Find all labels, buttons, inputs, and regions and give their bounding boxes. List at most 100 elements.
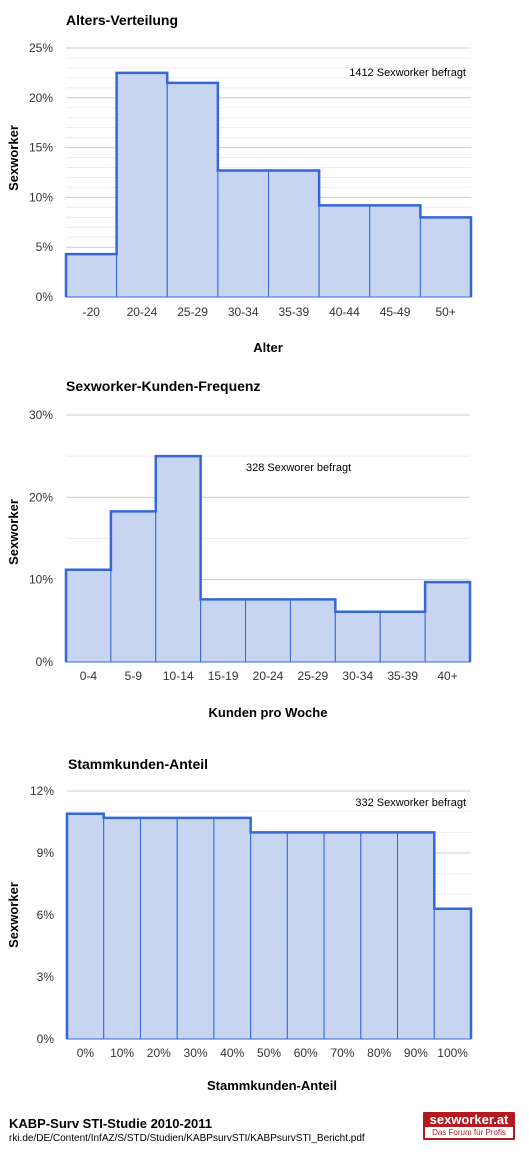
x-tick-label: 40-44: [329, 305, 360, 319]
y-axis-ticks: 0% 10% 20% 30%: [29, 408, 53, 669]
y-tick-label: 0%: [37, 1032, 55, 1046]
bar: [334, 611, 381, 663]
x-tick-label: 35-39: [278, 305, 309, 319]
source-footer: KABP-Surv STI-Studie 2010-2011 rki.de/DE…: [9, 1116, 365, 1145]
bar: [65, 253, 118, 298]
bar: [176, 817, 215, 1040]
x-axis-title: Kunden pro Woche: [209, 705, 328, 720]
logo-name: sexworker.at: [429, 1112, 509, 1127]
bar: [116, 72, 168, 298]
bar: [433, 908, 472, 1040]
bar: [360, 831, 399, 1040]
bar: [424, 581, 471, 663]
x-tick-label: 10-14: [163, 669, 194, 683]
bar: [268, 170, 320, 298]
x-tick-label: 5-9: [125, 669, 143, 683]
bar: [213, 817, 252, 1040]
regular-clients-chart: Stammkunden-Anteil 0% 3% 6% 9% 12% 0% 10% 20% 3…: [6, 756, 473, 1093]
y-tick-label: 30%: [29, 408, 53, 422]
x-tick-label: 80%: [367, 1046, 391, 1060]
bar: [286, 831, 325, 1040]
chart-title: Sexworker-Kunden-Frequenz: [66, 378, 260, 394]
y-tick-label: 10%: [29, 573, 53, 587]
x-tick-label: 10%: [110, 1046, 134, 1060]
y-tick-label: 25%: [29, 41, 53, 55]
y-axis-ticks: 0% 3% 6% 9% 12%: [30, 784, 54, 1046]
bar: [166, 82, 219, 298]
bar: [379, 611, 426, 663]
x-axis-title: Stammkunden-Anteil: [207, 1078, 337, 1093]
y-tick-label: 20%: [29, 490, 53, 504]
y-axis-title: Sexworker: [6, 882, 21, 948]
sexworker-logo: sexworker.at Das Forum für Profis: [423, 1112, 515, 1140]
x-tick-label: 35-39: [387, 669, 418, 683]
bar: [217, 170, 269, 298]
bar: [155, 455, 202, 663]
x-tick-label: 40%: [220, 1046, 244, 1060]
x-tick-label: 50+: [436, 305, 456, 319]
x-tick-label: 40+: [437, 669, 457, 683]
bar: [250, 831, 288, 1040]
y-tick-label: 10%: [29, 190, 53, 204]
bar: [245, 598, 291, 663]
respondents-note: 328 Sexworer befragt: [246, 462, 351, 474]
x-tick-label: 20%: [147, 1046, 171, 1060]
chart-title: Stammkunden-Anteil: [68, 756, 208, 772]
y-tick-label: 15%: [29, 141, 53, 155]
client-frequency-chart: Sexworker-Kunden-Frequenz 0% 10% 20% 30% 0-…: [6, 378, 472, 720]
bars: [64, 454, 472, 663]
y-tick-label: 0%: [36, 290, 54, 304]
y-axis-title: Sexworker: [6, 125, 21, 191]
y-tick-label: 6%: [37, 908, 55, 922]
x-tick-label: 25-29: [177, 305, 208, 319]
y-tick-label: 5%: [36, 240, 54, 254]
x-tick-label: 0-4: [80, 669, 98, 683]
x-tick-label: 30-34: [228, 305, 259, 319]
x-tick-label: 30%: [184, 1046, 208, 1060]
x-axis-title: Alter: [253, 340, 283, 355]
bar-outline: [64, 454, 472, 662]
x-tick-label: 30-34: [342, 669, 373, 683]
x-axis-ticks: 0-4 5-9 10-14 15-19 20-24 25-29 30-34 35-39 40+: [80, 669, 458, 683]
bars: [65, 812, 473, 1040]
x-tick-label: 15-19: [208, 669, 239, 683]
age-distribution-chart: Alters-Verteilung 0% 5% 10% 15% 20% 25% -20 20…: [6, 12, 473, 355]
x-tick-label: 0%: [77, 1046, 95, 1060]
y-axis-title: Sexworker: [6, 499, 21, 565]
y-tick-label: 20%: [29, 91, 53, 105]
x-tick-label: 25-29: [298, 669, 329, 683]
bar: [323, 831, 362, 1040]
y-tick-label: 3%: [37, 970, 55, 984]
y-tick-label: 12%: [30, 784, 54, 798]
x-tick-label: 20-24: [127, 305, 158, 319]
y-tick-label: 9%: [37, 846, 55, 860]
bar: [200, 598, 247, 663]
bar-outline: [65, 812, 473, 1039]
x-tick-label: 45-49: [380, 305, 411, 319]
source-url: rki.de/DE/Content/InfAZ/S/STD/Studien/KA…: [9, 1133, 365, 1144]
x-tick-label: -20: [83, 305, 101, 319]
x-tick-label: 70%: [330, 1046, 354, 1060]
bars: [64, 71, 473, 298]
y-axis-ticks: 0% 5% 10% 15% 20% 25%: [29, 41, 53, 304]
x-tick-label: 50%: [257, 1046, 281, 1060]
y-tick-label: 0%: [36, 655, 54, 669]
bar: [369, 204, 421, 298]
respondents-note: 332 Sexworker befragt: [355, 797, 466, 809]
bar: [139, 817, 178, 1040]
bar: [110, 510, 157, 663]
logo-tagline: Das Forum für Profis: [425, 1127, 513, 1138]
x-axis-ticks: 0% 10% 20% 30% 40% 50% 60% 70% 80% 90% 100%: [77, 1046, 469, 1060]
chart-title: Alters-Verteilung: [66, 12, 178, 28]
x-tick-label: 90%: [404, 1046, 428, 1060]
bar: [103, 817, 141, 1040]
respondents-note: 1412 Sexworker befragt: [349, 67, 466, 79]
bar: [318, 204, 371, 298]
study-title: KABP-Surv STI-Studie 2010-2011: [9, 1116, 213, 1131]
x-tick-label: 100%: [437, 1046, 468, 1060]
bar: [397, 831, 435, 1040]
bar: [419, 216, 472, 298]
bar: [66, 813, 105, 1040]
x-tick-label: 20-24: [253, 669, 284, 683]
x-tick-label: 60%: [294, 1046, 318, 1060]
